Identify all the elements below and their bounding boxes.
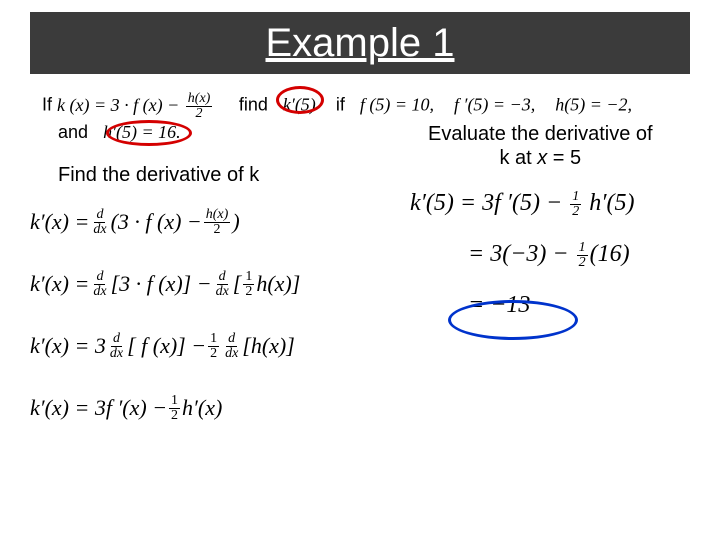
title-bar: Example 1 — [30, 12, 690, 74]
derivation-step-2: k′(x) = ddx [3 · f (x)] − ddx [ 12 h(x)] — [30, 262, 300, 306]
half-e2: 12 — [577, 241, 588, 270]
frac-hx2-1: h(x)2 — [204, 208, 231, 237]
problem-line-1: If k (x) = 3 · f (x) − h(x)2 find k′(5) … — [42, 92, 632, 121]
if-word: If — [42, 95, 52, 115]
given-h5: h(5) = −2, — [555, 95, 632, 115]
half-3: 12 — [208, 332, 219, 361]
ddx-2a: ddx — [91, 270, 108, 299]
and-word: and — [58, 122, 88, 142]
if2-word: if — [336, 95, 345, 115]
ddx-3a: ddx — [108, 332, 125, 361]
half-4: 12 — [169, 394, 180, 423]
derivation-step-3: k′(x) = 3 ddx [ f (x)] − 12 ddx [h(x)] — [30, 324, 300, 368]
ddx-2b: ddx — [214, 270, 231, 299]
evaluation-step-1: k′(5) = 3f ′(5) − 12 h′(5) — [410, 190, 634, 219]
slide-title: Example 1 — [266, 21, 455, 66]
subhead-left: Find the derivative of k — [58, 164, 259, 187]
evaluation-block: k′(5) = 3f ′(5) − 12 h′(5) = 3(−3) − 12(… — [410, 190, 634, 341]
find-target: k′(5) — [283, 95, 316, 115]
ddx-3b: ddx — [223, 332, 240, 361]
subhead-right-line1: Evaluate the derivative of — [428, 123, 653, 145]
evaluation-step-3: = −13 — [468, 292, 634, 319]
find-word: find — [239, 95, 268, 115]
k-definition: k (x) = 3 · f (x) − h(x)2 — [57, 95, 219, 115]
derivation-block: k′(x) = ddx (3 · f (x) − h(x)2 ) k′(x) =… — [30, 200, 300, 448]
evaluation-step-2: = 3(−3) − 12(16) — [468, 241, 634, 270]
subhead-right-line2: k at x = 5 — [499, 147, 581, 169]
given-hp5: h′(5) = 16. — [103, 122, 181, 142]
derivation-step-1: k′(x) = ddx (3 · f (x) − h(x)2 ) — [30, 200, 300, 244]
frac-hx-2: h(x)2 — [186, 92, 213, 121]
half-e1: 12 — [570, 190, 581, 219]
ddx-1: ddx — [91, 208, 108, 237]
derivation-step-4: k′(x) = 3f ′(x) − 12 h′(x) — [30, 386, 300, 430]
given-fp5: f ′(5) = −3, — [454, 95, 535, 115]
subhead-right: Evaluate the derivative of k at x = 5 — [428, 122, 653, 170]
half-2: 12 — [243, 270, 254, 299]
problem-line-2: and h′(5) = 16. — [58, 122, 181, 143]
given-f5: f (5) = 10, — [360, 95, 434, 115]
